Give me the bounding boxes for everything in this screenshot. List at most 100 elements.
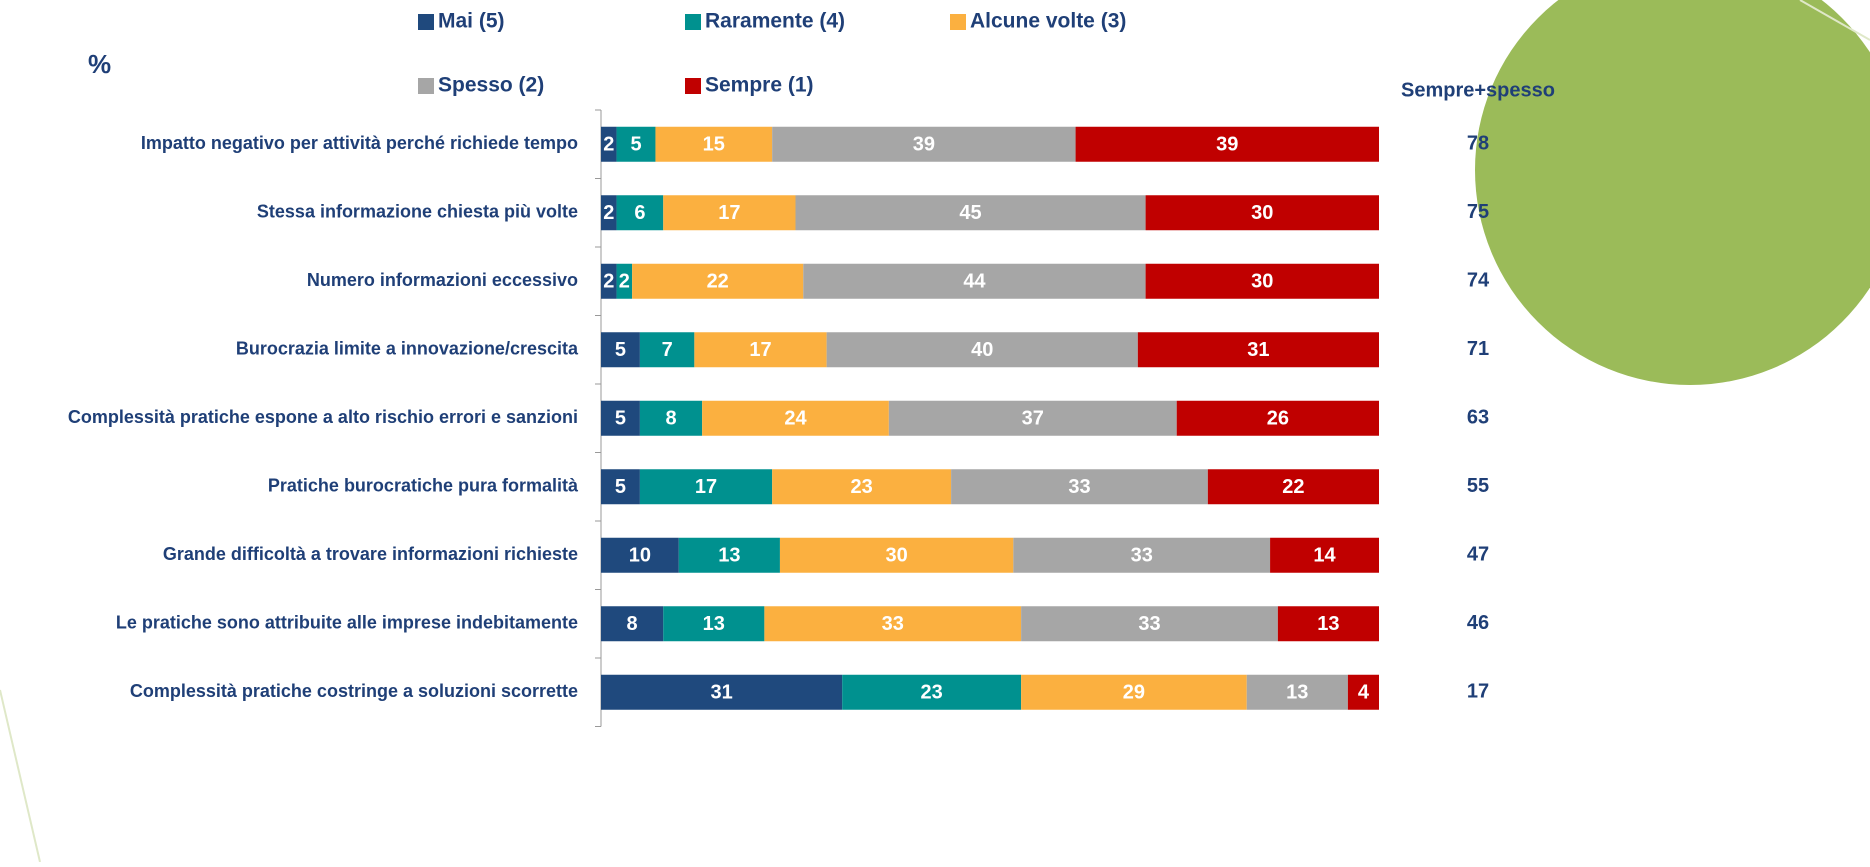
segment-label: 8 [665, 408, 676, 430]
bar-segment [951, 469, 1208, 505]
segment-label: 2 [603, 202, 614, 224]
bar-segment [772, 126, 1076, 162]
bar-segment [616, 126, 656, 162]
bar-segment [795, 195, 1146, 231]
segment-label: 33 [882, 613, 904, 635]
bar-segment [1277, 606, 1379, 642]
segment-label: 26 [1267, 408, 1289, 430]
segment-label: 31 [1247, 339, 1269, 361]
category-label: Numero informazioni eccessivo [307, 270, 578, 290]
segment-label: 4 [1358, 682, 1370, 704]
segment-label: 10 [629, 545, 651, 567]
segment-label: 40 [971, 339, 993, 361]
bar-segment [826, 332, 1138, 368]
bar-segment [803, 263, 1146, 299]
bar-segment [842, 674, 1022, 710]
legend-label: Alcune volte (3) [970, 10, 1126, 33]
category-label: Complessità pratiche costringe a soluzio… [130, 681, 578, 701]
bar-segment [764, 606, 1022, 642]
bar-segment [601, 674, 843, 710]
segment-label: 5 [630, 134, 641, 156]
segment-label: 33 [1138, 613, 1160, 635]
segment-label: 5 [615, 339, 626, 361]
bar-segment [1246, 674, 1348, 710]
segment-label: 23 [921, 682, 943, 704]
bar-segment [601, 126, 617, 162]
segment-label: 39 [1216, 134, 1238, 156]
bar-segment [694, 332, 827, 368]
segment-label: 13 [1317, 613, 1339, 635]
segment-label: 37 [1022, 408, 1044, 430]
total-label: 55 [1467, 475, 1489, 497]
bar-segment [616, 195, 664, 231]
segment-label: 22 [707, 271, 729, 293]
bar-segment [1145, 195, 1379, 231]
segment-label: 33 [1131, 545, 1153, 567]
bar-segment [1013, 537, 1271, 573]
segment-label: 2 [603, 134, 614, 156]
segment-label: 14 [1313, 545, 1336, 567]
legend-swatch [418, 78, 434, 94]
segment-label: 45 [959, 202, 981, 224]
bar-segment [601, 263, 617, 299]
segment-label: 15 [703, 134, 725, 156]
bar-segment [639, 332, 695, 368]
bar-segment [639, 469, 773, 505]
bar-segment [1207, 469, 1379, 505]
segment-label: 17 [749, 339, 771, 361]
total-label: 46 [1467, 612, 1489, 634]
category-label: Impatto negativo per attività perché ric… [141, 133, 578, 153]
total-label: 17 [1467, 681, 1489, 703]
bar-segment [601, 400, 640, 436]
bar-segment [772, 469, 952, 505]
segment-label: 39 [913, 134, 935, 156]
bar-segment [632, 263, 804, 299]
category-label: Stessa informazione chiesta più volte [257, 202, 578, 222]
bar-segment [1075, 126, 1379, 162]
segment-label: 30 [1251, 271, 1273, 293]
segment-label: 2 [619, 271, 630, 293]
bar-segment [601, 332, 640, 368]
legend-label: Spesso (2) [438, 74, 544, 97]
bar-segment [601, 469, 640, 505]
segment-label: 22 [1282, 476, 1304, 498]
category-label: Pratiche burocratiche pura formalità [268, 476, 579, 496]
total-label: 71 [1467, 338, 1489, 360]
unit-label: % [88, 49, 111, 79]
decoration-line [0, 689, 41, 863]
totals-header: Sempre+spesso [1401, 79, 1555, 101]
bar-segment [1270, 537, 1379, 573]
category-label: Burocrazia limite a innovazione/crescita [236, 339, 579, 359]
total-label: 78 [1467, 133, 1489, 155]
bar-segment [1021, 674, 1247, 710]
segment-label: 13 [703, 613, 725, 635]
segment-label: 30 [886, 545, 908, 567]
total-label: 63 [1467, 407, 1489, 429]
segment-label: 8 [627, 613, 638, 635]
segment-label: 13 [1286, 682, 1308, 704]
legend-swatch [950, 14, 966, 30]
segment-label: 7 [662, 339, 673, 361]
bar-segment [616, 263, 633, 299]
legend-swatch [418, 14, 434, 30]
bar-segment [1021, 606, 1278, 642]
bar-segment [1145, 263, 1379, 299]
segment-label: 29 [1123, 682, 1145, 704]
segment-label: 30 [1251, 202, 1273, 224]
segment-label: 17 [695, 476, 717, 498]
bar-segment [779, 537, 1014, 573]
segment-label: 2 [603, 271, 614, 293]
bar-segment [601, 195, 617, 231]
total-label: 75 [1467, 201, 1489, 223]
segment-label: 31 [710, 682, 732, 704]
segment-label: 5 [615, 408, 626, 430]
category-label: Grande difficoltà a trovare informazioni… [163, 544, 578, 564]
bar-segment [888, 400, 1177, 436]
segment-label: 13 [718, 545, 740, 567]
segment-label: 44 [963, 271, 986, 293]
segment-label: 6 [634, 202, 645, 224]
decoration-circle [1475, 0, 1870, 385]
legend-swatch [685, 78, 701, 94]
decoration-line [1799, 0, 1870, 41]
bar-segment [1347, 674, 1379, 710]
